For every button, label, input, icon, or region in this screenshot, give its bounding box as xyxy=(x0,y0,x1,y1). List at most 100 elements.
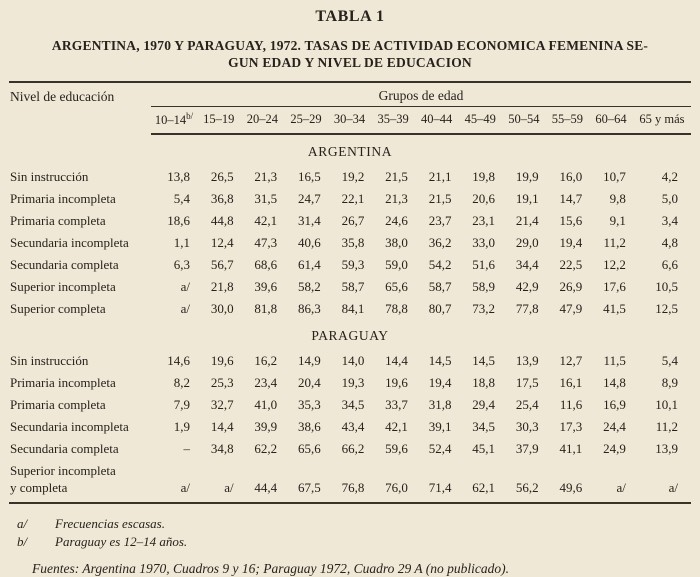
cell-value: a/ xyxy=(616,479,626,495)
cell-value: 61,4 xyxy=(297,256,321,272)
cell-value: 24,7 xyxy=(297,190,321,206)
sources-line: Fuentes: Argentina 1970, Cuadros 9 y 16;… xyxy=(32,561,509,577)
cell-value: 59,3 xyxy=(341,256,365,272)
cell-value: 39,9 xyxy=(254,418,278,434)
cell-value: 41,0 xyxy=(254,396,278,412)
cell-value: 21,5 xyxy=(428,190,452,206)
cell-value: 58,9 xyxy=(472,278,496,294)
age-label: 10–14 xyxy=(154,113,187,128)
row-label: Superior incompleta xyxy=(10,278,116,294)
cell-value: 33,0 xyxy=(472,234,496,250)
cell-value: 20,4 xyxy=(297,374,321,390)
footnote-a-marker: a/ xyxy=(17,516,28,532)
cell-value: 43,4 xyxy=(341,418,365,434)
age-column-header: 35–39 xyxy=(371,106,415,136)
cell-value: 45,1 xyxy=(472,440,496,456)
footnote-marker-b: b/ xyxy=(186,111,194,121)
cell-value: 58,7 xyxy=(428,278,452,294)
cell-value: 51,6 xyxy=(472,256,496,272)
table-row: Sin instrucción 13,8 26,5 21,3 16,5 19,2 21,5 2… xyxy=(9,165,691,187)
cell-value: 14,0 xyxy=(341,352,365,368)
cell-value: 9,8 xyxy=(609,190,626,206)
cell-value: 11,5 xyxy=(603,352,626,368)
cell-value: 71,4 xyxy=(428,479,452,495)
cell-value: 26,7 xyxy=(341,212,365,228)
cell-value: 42,1 xyxy=(254,212,278,228)
cell-value: 19,2 xyxy=(341,168,365,184)
cell-value: 73,2 xyxy=(472,300,496,316)
cell-value: 13,9 xyxy=(655,440,678,456)
cell-value: 76,0 xyxy=(385,479,408,495)
row-label: Superior incompleta y completa xyxy=(10,462,116,495)
cell-value: 52,4 xyxy=(428,440,452,456)
cell-value: 30,0 xyxy=(210,300,234,316)
bottom-rule xyxy=(9,502,691,505)
row-label: Sin instrucción xyxy=(10,352,89,368)
cell-value: a/ xyxy=(180,300,190,316)
cell-value: 5,4 xyxy=(661,352,678,368)
cell-value: 62,1 xyxy=(472,479,496,495)
cell-value: 31,8 xyxy=(428,396,452,412)
cell-value: 39,6 xyxy=(254,278,278,294)
header-age-row: 10–14b/ 15–19 20–24 25–29 30–34 35–39 40… xyxy=(9,106,691,136)
cell-value: 26,5 xyxy=(210,168,234,184)
cell-value: 10,5 xyxy=(655,278,678,294)
cell-value: 67,5 xyxy=(297,479,321,495)
age-column-header: 40–44 xyxy=(414,106,459,136)
section-argentina: ARGENTINA xyxy=(9,134,691,165)
row-label: Primaria incompleta xyxy=(10,374,116,390)
row-label: Secundaria completa xyxy=(10,256,119,272)
cell-value: 11,6 xyxy=(559,396,583,412)
cell-value: 23,1 xyxy=(472,212,496,228)
cell-value: 22,1 xyxy=(341,190,365,206)
cell-value: 38,6 xyxy=(297,418,321,434)
cell-value: a/ xyxy=(668,479,678,495)
cell-value: 22,5 xyxy=(559,256,583,272)
cell-value: 23,7 xyxy=(428,212,452,228)
table-row: Superior incompleta y completa a/a/44,4 67… xyxy=(9,459,691,498)
cell-value: 26,9 xyxy=(559,278,583,294)
footnote-a-text: Frecuencias escasas. xyxy=(55,516,165,532)
cell-value: 12,5 xyxy=(655,300,678,316)
cell-value: 24,9 xyxy=(603,440,626,456)
cell-value: 42,1 xyxy=(385,418,408,434)
cell-value: 16,5 xyxy=(297,168,321,184)
cell-value: 47,9 xyxy=(559,300,583,316)
table-row: Primaria completa 18,6 44,8 42,1 31,4 26,7 24,… xyxy=(9,209,691,231)
row-label: Superior completa xyxy=(10,300,106,316)
cell-value: 13,8 xyxy=(167,168,190,184)
section-title: PARAGUAY xyxy=(311,328,389,344)
cell-value: 56,7 xyxy=(210,256,234,272)
cell-value: 23,4 xyxy=(254,374,278,390)
row-label: Primaria incompleta xyxy=(10,190,116,206)
cell-value: 66,2 xyxy=(341,440,365,456)
age-column-header: 30–34 xyxy=(327,106,372,136)
cell-value: 34,5 xyxy=(341,396,365,412)
cell-value: 17,6 xyxy=(603,278,626,294)
cell-value: 17,5 xyxy=(515,374,539,390)
cell-value: a/ xyxy=(224,479,234,495)
cell-value: 19,8 xyxy=(472,168,496,184)
section-paraguay-rows: Sin instrucción 14,6 19,6 16,2 14,9 14,0 14,4 1… xyxy=(9,349,691,498)
cell-value: 14,5 xyxy=(428,352,452,368)
cell-value: 18,8 xyxy=(472,374,496,390)
row-label: Secundaria incompleta xyxy=(10,418,129,434)
cell-value: 44,4 xyxy=(254,479,278,495)
cell-value: 29,0 xyxy=(515,234,539,250)
cell-value: 39,1 xyxy=(428,418,452,434)
cell-value: 5,0 xyxy=(661,190,678,206)
cell-value: 16,9 xyxy=(603,396,626,412)
cell-value: 16,1 xyxy=(559,374,583,390)
section-title-row: PARAGUAY xyxy=(9,319,691,349)
top-rule xyxy=(9,81,691,83)
table-row: Primaria incompleta 5,4 36,8 31,5 24,7 22,1 21… xyxy=(9,187,691,209)
table-row: Superior completa a/30,0 81,8 86,3 84,1 78,8 8… xyxy=(9,297,691,319)
cell-value: 24,6 xyxy=(385,212,408,228)
cell-value: 31,4 xyxy=(297,212,321,228)
cell-value: 25,3 xyxy=(210,374,234,390)
cell-value: 14,5 xyxy=(472,352,496,368)
cell-value: 4,8 xyxy=(661,234,678,250)
cell-value: 32,7 xyxy=(210,396,234,412)
column-group-header: Grupos de edad xyxy=(151,83,691,107)
